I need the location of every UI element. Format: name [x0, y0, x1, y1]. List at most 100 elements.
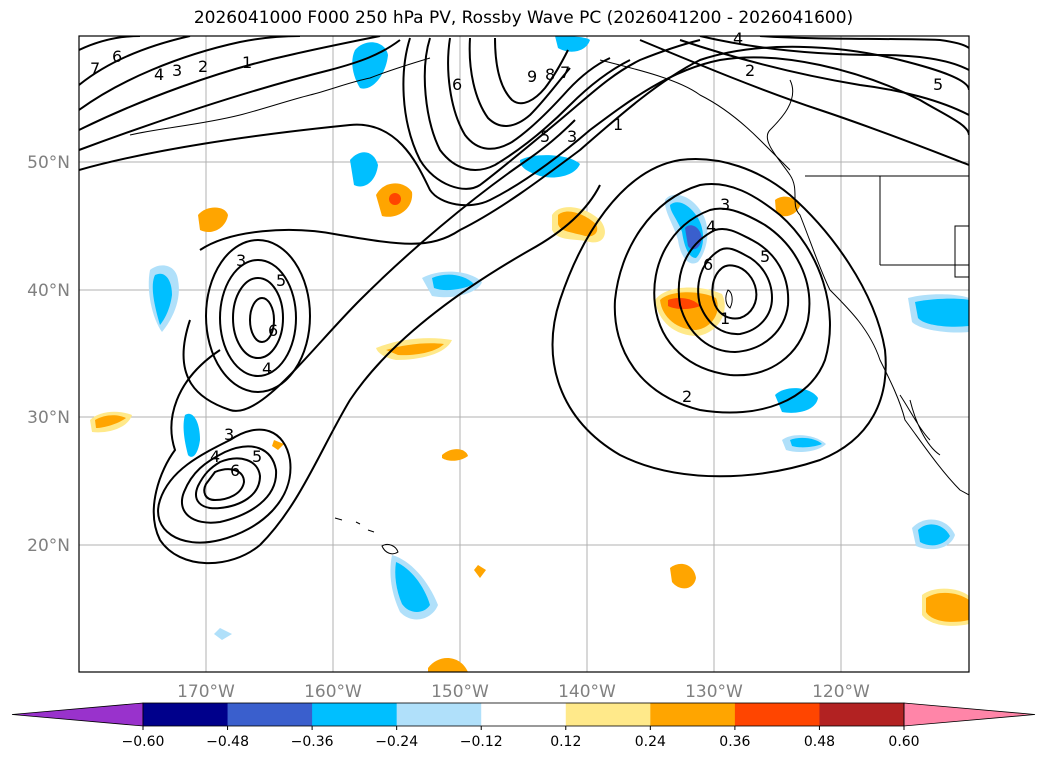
- lon-label: 140°W: [558, 682, 616, 702]
- colorbar-segment: [650, 703, 736, 726]
- contour-line: [402, 37, 701, 190]
- contour-label: 3: [224, 425, 234, 444]
- contour-label: 1: [720, 309, 730, 328]
- lat-label: 40°N: [27, 281, 70, 301]
- contour-line: [677, 228, 790, 354]
- contour-line: [79, 36, 191, 86]
- contour-label: 9: [527, 67, 537, 86]
- contour-line: [79, 36, 381, 131]
- colorbar-segment: [734, 703, 820, 726]
- contour-line: [679, 39, 969, 116]
- figure-title: 2026041000 F000 250 hPa PV, Rossby Wave …: [193, 8, 854, 28]
- contour-line: [468, 37, 571, 127]
- colorbar-frame: [142, 702, 905, 727]
- contour-label: 6: [112, 47, 122, 66]
- colorbar-segment: [227, 703, 313, 726]
- pv-anomaly-shading: [90, 36, 969, 672]
- contour-line: [639, 39, 969, 166]
- negative-anomaly-patch: [183, 413, 200, 457]
- contour-label: 6: [703, 255, 713, 274]
- negative-anomaly-patch: [350, 152, 378, 187]
- contour-label: 2: [745, 61, 755, 80]
- lon-label: 160°W: [304, 682, 362, 702]
- contour-line: [79, 39, 401, 151]
- contour-label: 2: [198, 57, 208, 76]
- colorbar: −0.60 −0.48 −0.36 −0.24 −0.12 0.12 0.24 0.36 0.4…: [11, 702, 1036, 750]
- positive-anomaly-patch: [926, 592, 969, 622]
- lat-label: 20°N: [27, 536, 70, 556]
- negative-anomaly-patch: [775, 388, 818, 413]
- negative-anomaly-patch: [432, 274, 474, 291]
- contour-label: 5: [540, 127, 550, 146]
- contour-line: [195, 457, 262, 510]
- colorbar-segment: [143, 703, 229, 726]
- contour-line: [653, 207, 811, 377]
- contour-label: 3: [236, 251, 246, 270]
- contour-label: 4: [154, 65, 164, 84]
- contour-line: [249, 297, 275, 343]
- negative-anomaly-patch: [152, 273, 172, 325]
- positive-anomaly-patch: [95, 415, 126, 428]
- positive-anomaly-patch: [386, 343, 444, 356]
- positive-anomaly-patch: [474, 565, 486, 578]
- positive-anomaly-patch: [428, 657, 468, 672]
- contour-line: [699, 36, 969, 71]
- colorbar-tick-label: 0.24: [635, 734, 666, 750]
- contour-label: 8: [545, 65, 555, 84]
- lon-label: 130°W: [685, 682, 743, 702]
- contour-label: 6: [268, 321, 278, 340]
- contour-label: 7: [560, 63, 570, 82]
- contour-line: [152, 184, 601, 565]
- contour-line: [79, 56, 969, 207]
- lon-label: 150°W: [431, 682, 489, 702]
- colorbar-extend-high: [903, 702, 1036, 727]
- negative-anomaly-patch: [395, 562, 430, 612]
- positive-anomaly-patch: [670, 563, 696, 589]
- map-frame: [78, 35, 970, 673]
- contour-label: 6: [230, 461, 240, 480]
- contour-label: 7: [90, 59, 100, 78]
- colorbar-tick-label: −0.24: [375, 734, 418, 750]
- positive-anomaly-patch: [442, 449, 468, 461]
- negative-anomaly-patch: [790, 437, 822, 448]
- positive-anomaly-patch: [775, 196, 800, 217]
- contour-line: [79, 36, 301, 111]
- contour-label: 1: [613, 115, 623, 134]
- colorbar-tick-label: 0.36: [719, 734, 750, 750]
- contour-line: [759, 36, 969, 49]
- colorbar-segment: [396, 703, 482, 726]
- positive-anomaly-patch: [198, 207, 228, 233]
- colorbar-tick-label: 0.60: [888, 734, 919, 750]
- contour-label: 5: [276, 271, 286, 290]
- positive-anomaly-patch: [558, 211, 598, 237]
- contour-label: 3: [720, 195, 730, 214]
- contour-label: 4: [706, 217, 716, 236]
- contour-line: [447, 37, 611, 150]
- contour-label: 4: [262, 359, 272, 378]
- contour-label: 5: [933, 75, 943, 94]
- negative-anomaly-patch: [918, 524, 950, 546]
- colorbar-tick-label: 0.12: [550, 734, 581, 750]
- contour-line: [697, 247, 774, 336]
- contour-line: [232, 277, 284, 359]
- contour-label: 2: [682, 387, 692, 406]
- lon-label: 170°W: [177, 682, 235, 702]
- colorbar-tick-label: −0.36: [291, 734, 334, 750]
- lat-label: 50°N: [27, 153, 70, 173]
- contour-line: [494, 37, 569, 105]
- contour-label: 1: [242, 53, 252, 72]
- contour-line: [203, 468, 246, 502]
- longitude-labels: 170°W 160°W 150°W 140°W 130°W 120°W: [177, 682, 870, 702]
- colorbar-segment: [481, 703, 567, 726]
- lon-label: 120°W: [812, 682, 870, 702]
- positive-anomaly-patch: [272, 440, 284, 450]
- negative-anomaly-patch: [555, 36, 590, 52]
- colorbar-tick-label: −0.48: [206, 734, 249, 750]
- contour-line: [551, 158, 887, 478]
- colorbar-segment: [819, 703, 905, 726]
- contour-line: [157, 428, 292, 544]
- contour-line: [711, 264, 758, 320]
- coastlines: [129, 57, 969, 555]
- contour-label: 3: [567, 127, 577, 146]
